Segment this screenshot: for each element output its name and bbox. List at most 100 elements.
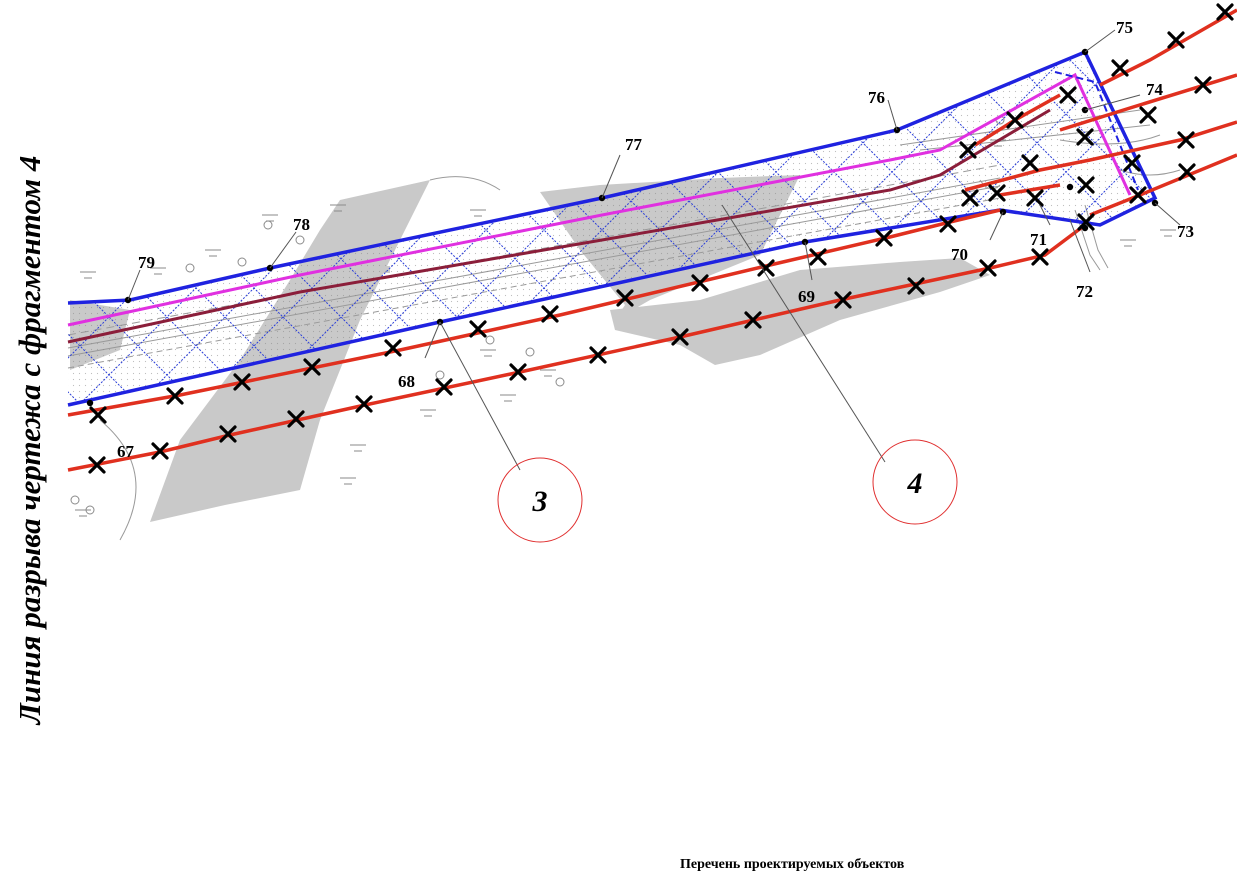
cross-marker [1026,189,1044,207]
red-line [67,208,1001,417]
cross-marker [435,378,453,396]
marsh-symbol [480,349,496,357]
marsh-symbol [1120,239,1136,247]
point-label-76: 76 [868,88,885,107]
pipeline-maroon [67,108,1051,344]
marsh-symbol [330,204,346,212]
cross-marker [875,229,893,247]
cross-marker [1077,176,1095,194]
cross-marker [1177,131,1195,149]
marsh-symbol [262,214,278,222]
cross-marker [961,189,979,207]
shaded-area [610,258,990,365]
point-label-71: 71 [1030,230,1047,249]
red-line [999,183,1061,197]
cross-marker [303,358,321,376]
cross-marker [1194,76,1212,94]
shaded-area [228,448,250,453]
hatch-line [0,40,38,420]
terrain-symbols [70,115,1176,517]
cross-marker [959,141,977,159]
red-line [964,120,1237,192]
cross-marker [89,406,107,424]
marsh-symbol [420,409,436,417]
cross-marker [166,387,184,405]
point-label-74: 74 [1146,80,1164,99]
point-labels: 67 68 69 70 71 72 73 74 75 76 77 78 79 [117,18,1194,461]
callout-3-label: 3 [532,485,548,518]
point-label-72: 72 [1076,282,1093,301]
cross-marker [1111,59,1129,77]
cross-marker [219,425,237,443]
red-line [1099,8,1237,87]
point-label-69: 69 [798,287,815,306]
hatch-line [1224,40,1237,420]
cross-marker [509,363,527,381]
marsh-symbol [80,271,96,279]
point-label-75: 75 [1116,18,1133,37]
bush-symbol [485,335,495,345]
cross-marker [1123,154,1141,172]
cross-marker [939,215,957,233]
cross-marker [809,248,827,266]
bush-symbol [525,347,535,357]
cross-marker [355,395,373,413]
cross-marker [287,410,305,428]
bush-symbol [555,377,565,387]
cross-marker [744,311,762,329]
cross-marker [1006,111,1024,129]
hatch-line [1224,40,1237,420]
allotment-boundary-inner [1054,71,1139,191]
cross-marker [834,291,852,309]
bush-symbol [185,263,195,273]
point-label-73: 73 [1177,222,1194,241]
cross-marker [541,305,559,323]
boundary-point [86,399,94,407]
leader-lines [127,29,1181,471]
pipeline-magenta [67,72,1132,327]
bush-symbol [435,370,445,380]
cross-marker [1139,106,1157,124]
marsh-symbol [500,394,516,402]
cross-marker [469,320,487,338]
callout-4: 4 [872,439,958,525]
marsh-symbol [540,369,556,377]
cross-marker [671,328,689,346]
marsh-symbol [340,477,356,485]
marsh-symbol [75,509,91,517]
boundary-point [1081,224,1089,232]
bush-symbol [237,257,247,267]
point-label-70: 70 [951,245,968,264]
cross-marker [233,373,251,391]
cross-marker [1076,128,1094,146]
cross-marker [1129,186,1147,204]
cross-marker [1031,248,1049,266]
marsh-symbol [470,209,486,217]
callout-3: 3 [497,457,583,543]
cross-marker [88,456,106,474]
cross-marker [691,274,709,292]
marsh-symbol [150,267,166,275]
bush-symbol [85,505,95,515]
cross-marker [1167,31,1185,49]
allotment-boundary [67,49,1158,407]
cross-marker [151,442,169,460]
cross-marker [988,184,1006,202]
marsh-symbol [205,249,221,257]
cross-marker [1178,163,1196,181]
point-label-68: 68 [398,372,415,391]
point-label-77: 77 [625,135,643,154]
point-label-67: 67 [117,442,135,461]
bush-symbol [70,495,80,505]
hatch-line [0,40,38,420]
bush-symbol [263,220,273,230]
corridor-fill [0,40,1237,420]
cross-marker [1021,154,1039,172]
cross-marker [907,277,925,295]
point-label-78: 78 [293,215,310,234]
red-line-crosses [88,3,1234,474]
cross-marker [757,259,775,277]
bush-symbol [295,235,305,245]
objects-list-title: Перечень проектируемых объектов [680,857,905,872]
